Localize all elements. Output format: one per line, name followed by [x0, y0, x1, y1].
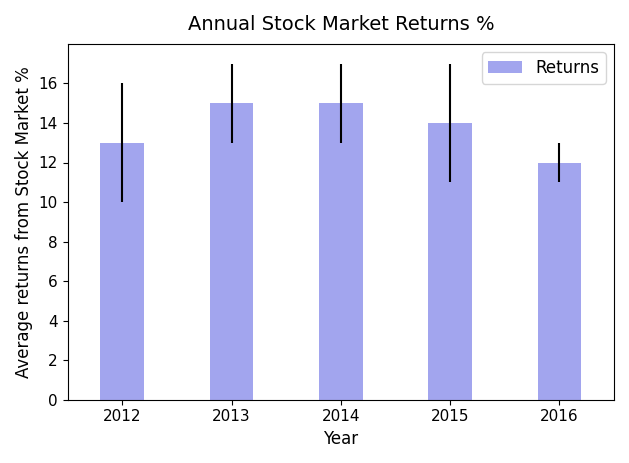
Bar — [101, 143, 144, 400]
Title: Annual Stock Market Returns %: Annual Stock Market Returns % — [187, 15, 494, 34]
Bar — [428, 123, 472, 400]
Legend: Returns: Returns — [482, 52, 606, 83]
Bar — [319, 103, 363, 400]
Y-axis label: Average returns from Stock Market %: Average returns from Stock Market % — [15, 66, 33, 378]
Bar — [538, 163, 581, 400]
X-axis label: Year: Year — [323, 430, 359, 448]
Bar — [209, 103, 253, 400]
